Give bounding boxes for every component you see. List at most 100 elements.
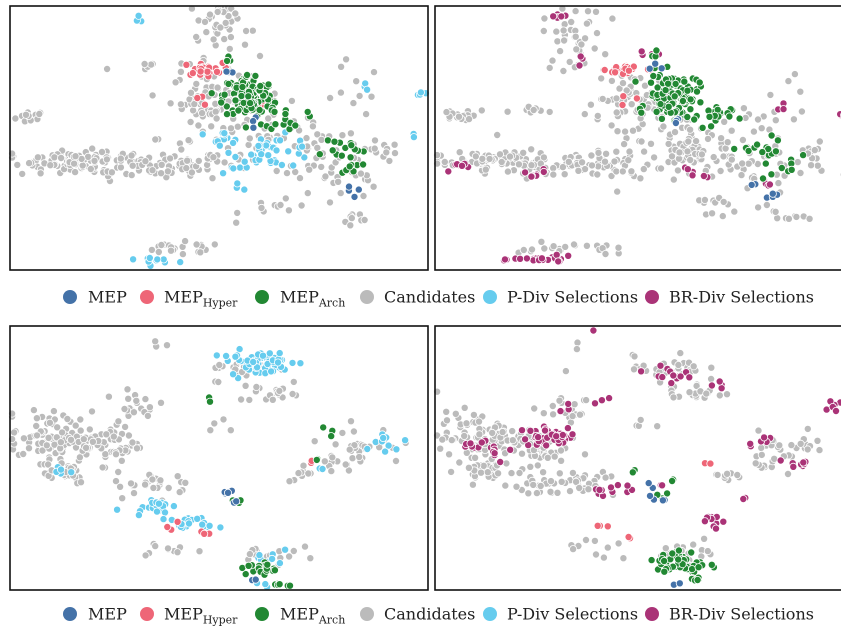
point-candidates — [98, 147, 107, 156]
point-candidates — [32, 414, 41, 423]
point-candidates — [244, 140, 253, 149]
legend-label-br-div: BR-Div Selections — [669, 605, 814, 624]
point-mep-arch — [328, 146, 337, 155]
point-mep-arch — [674, 555, 683, 564]
point-candidates — [497, 157, 506, 166]
point-p-div — [184, 519, 193, 528]
point-candidates — [147, 60, 156, 69]
point-candidates — [166, 99, 175, 108]
point-candidates — [584, 485, 593, 494]
point-br-div — [575, 61, 584, 70]
point-candidates — [539, 153, 548, 162]
point-candidates — [176, 100, 185, 109]
point-candidates — [610, 157, 619, 166]
point-br-div — [683, 165, 692, 174]
point-br-div — [552, 250, 561, 259]
point-candidates — [572, 477, 581, 486]
point-mep-arch — [657, 114, 666, 123]
point-candidates — [252, 382, 261, 391]
point-candidates — [209, 35, 218, 44]
point-candidates — [46, 161, 55, 170]
point-candidates — [436, 444, 445, 453]
plot-frame-top-right — [434, 5, 841, 271]
point-candidates — [233, 122, 242, 131]
point-mep-arch — [777, 163, 786, 172]
point-mep-hyper — [212, 67, 221, 76]
point-mep — [249, 123, 258, 132]
point-candidates — [300, 542, 309, 551]
point-candidates — [556, 47, 565, 56]
point-candidates — [390, 149, 399, 158]
point-br-div — [496, 457, 505, 466]
point-candidates — [112, 450, 121, 459]
point-candidates — [104, 392, 113, 401]
point-candidates — [442, 416, 451, 425]
point-candidates — [674, 360, 683, 369]
point-candidates — [608, 14, 617, 23]
point-mep-hyper — [196, 67, 205, 76]
point-br-div — [669, 371, 678, 380]
point-br-div — [776, 456, 785, 465]
point-candidates — [299, 461, 308, 470]
point-candidates — [607, 121, 616, 130]
point-candidates — [116, 482, 125, 491]
point-candidates — [132, 444, 141, 453]
point-mep-hyper — [619, 92, 628, 101]
point-candidates — [543, 453, 552, 462]
point-candidates — [528, 245, 537, 254]
point-candidates — [140, 60, 149, 69]
point-candidates — [627, 167, 636, 176]
plot-frame-bottom-right — [434, 325, 841, 591]
point-br-div — [607, 483, 616, 492]
point-candidates — [659, 122, 668, 131]
point-candidates — [285, 552, 294, 561]
point-candidates — [789, 115, 798, 124]
point-mep-arch — [670, 92, 679, 101]
point-candidates — [612, 94, 621, 103]
point-candidates — [503, 167, 512, 176]
point-br-div — [522, 254, 531, 263]
point-candidates — [533, 461, 542, 470]
point-br-div — [518, 426, 527, 435]
point-candidates — [548, 56, 557, 65]
point-p-div — [275, 559, 284, 568]
point-mep-arch — [323, 136, 332, 145]
point-candidates — [445, 450, 454, 459]
point-candidates — [220, 158, 229, 167]
point-candidates — [382, 148, 391, 157]
point-candidates — [216, 23, 225, 32]
point-candidates — [464, 115, 473, 124]
point-candidates — [268, 395, 277, 404]
point-mep-arch — [668, 476, 677, 485]
point-candidates — [582, 396, 591, 405]
point-candidates — [805, 214, 814, 223]
point-candidates — [355, 452, 364, 461]
point-candidates — [733, 470, 742, 479]
point-candidates — [176, 67, 185, 76]
point-candidates — [477, 106, 486, 115]
point-candidates — [205, 10, 214, 19]
point-p-div — [288, 358, 297, 367]
point-candidates — [614, 539, 623, 548]
point-candidates — [231, 9, 240, 18]
point-candidates — [669, 393, 678, 402]
point-candidates — [597, 74, 606, 83]
point-candidates — [151, 135, 160, 144]
point-candidates — [803, 445, 812, 454]
point-mep-arch — [707, 560, 716, 569]
point-candidates — [181, 478, 190, 487]
point-candidates — [512, 482, 521, 491]
point-candidates — [346, 221, 355, 230]
point-candidates — [36, 169, 45, 178]
point-mep — [645, 64, 654, 73]
point-candidates — [257, 203, 266, 212]
point-mep — [249, 117, 258, 126]
point-mep — [657, 64, 666, 73]
point-candidates — [442, 108, 451, 117]
point-candidates — [700, 195, 709, 204]
point-mep-arch — [346, 153, 355, 162]
point-p-div — [392, 445, 401, 454]
point-p-div — [193, 514, 202, 523]
point-mep-hyper — [193, 94, 202, 103]
